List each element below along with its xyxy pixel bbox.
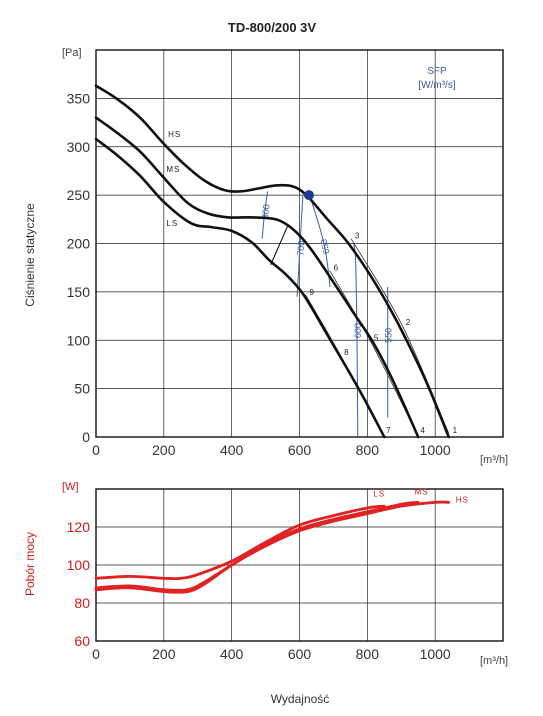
- x-tick-label: 800: [356, 442, 380, 458]
- y-tick-label: 100: [67, 557, 91, 573]
- power-y-label: Pobór mocy: [23, 532, 37, 596]
- y-tick-label: 50: [74, 381, 90, 397]
- sfp-isoline: [261, 191, 269, 239]
- operating-marker-3: 3: [355, 232, 360, 241]
- x-tick-label: 800: [356, 646, 380, 662]
- curve-label-hs: HS: [168, 130, 181, 139]
- operating-marker-9: 9: [309, 288, 314, 297]
- curve-label-ms: MS: [166, 165, 180, 174]
- y-tick-label: 0: [82, 429, 90, 445]
- operating-marker-4: 4: [420, 426, 425, 435]
- y-tick-label: 150: [67, 284, 91, 300]
- plot-frame: [95, 488, 504, 642]
- x-tick-label: 1000: [420, 442, 451, 458]
- y-tick-label: 350: [67, 90, 91, 106]
- pressure-x-unit: [m³/h]: [480, 454, 508, 466]
- y-tick-label: 250: [67, 187, 91, 203]
- reference-line: [270, 225, 289, 266]
- power-label-ls: LS: [373, 490, 385, 499]
- power-y-unit: [W]: [62, 481, 79, 493]
- power-x-unit: [m³/h]: [480, 655, 508, 667]
- operating-marker-8: 8: [344, 348, 349, 357]
- sfp-unit: [W/m³/s]: [418, 80, 455, 91]
- y-tick-label: 100: [67, 332, 91, 348]
- y-tick-label: 60: [74, 633, 90, 649]
- y-tick-label: 120: [67, 519, 91, 535]
- power-plot: 0 200 400 600 800 1000 60 80 100 120 LS MS HS: [67, 488, 504, 662]
- x-tick-label: 600: [288, 442, 312, 458]
- sfp-isoline: [296, 195, 304, 297]
- x-tick-label: 200: [152, 646, 176, 662]
- y-tick-label: 80: [74, 595, 90, 611]
- pressure-y-label: Ciśnienie statyczne: [23, 203, 37, 307]
- sfp-isoline-label: 600: [353, 323, 363, 338]
- sfp-isoline-label: 650: [319, 238, 332, 255]
- fan-curve-ls: [94, 137, 386, 439]
- pressure-plot: 0 200 400 600 800 1000 0 50 100 150 200 250 300 350 80…: [67, 49, 504, 458]
- sfp-title: SFP: [427, 66, 447, 77]
- power-curve-hs: [94, 500, 451, 594]
- pressure-y-unit: [Pa]: [62, 47, 82, 59]
- operating-point: [303, 190, 314, 201]
- y-tick-label: 300: [67, 139, 91, 155]
- x-axis-label: Wydajność: [271, 692, 330, 706]
- sfp-isoline-label: 700: [295, 240, 306, 256]
- curve-label-ls: LS: [166, 219, 178, 228]
- power-label-ms: MS: [415, 488, 429, 497]
- x-tick-label: 0: [92, 646, 100, 662]
- fan-curve-ms: [94, 116, 420, 439]
- sfp-isoline-label: 800: [260, 204, 272, 220]
- plot-frame: [95, 49, 504, 438]
- x-tick-label: 400: [220, 646, 244, 662]
- operating-marker-1: 1: [453, 426, 458, 435]
- x-tick-label: 400: [220, 442, 244, 458]
- operating-marker-6: 6: [334, 264, 339, 273]
- x-tick-label: 0: [92, 442, 100, 458]
- operating-marker-5: 5: [374, 333, 379, 342]
- operating-marker-2: 2: [406, 318, 411, 327]
- sfp-isoline-label: 550: [384, 328, 394, 343]
- x-tick-label: 1000: [420, 646, 451, 662]
- operating-marker-7: 7: [386, 426, 391, 435]
- chart-title: TD-800/200 3V: [228, 20, 316, 35]
- power-label-hs: HS: [456, 495, 469, 504]
- power-curve-ls: [94, 504, 386, 581]
- x-tick-label: 200: [152, 442, 176, 458]
- fan-curve-hs: [94, 84, 450, 439]
- x-tick-label: 600: [288, 646, 312, 662]
- y-tick-label: 200: [67, 236, 91, 252]
